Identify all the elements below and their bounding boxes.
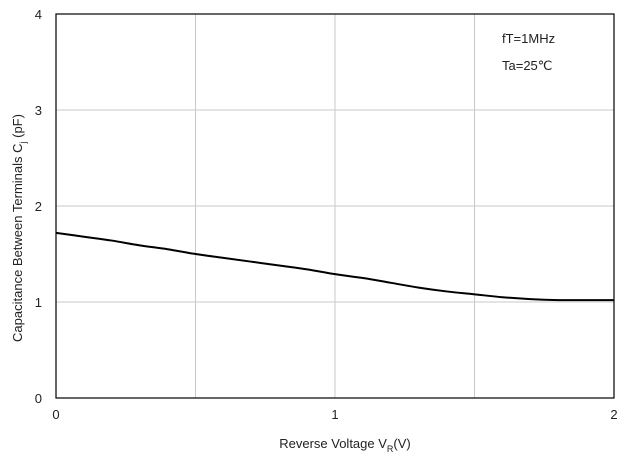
y-tick-label-0: 0 [35,391,42,406]
x-axis-title-main: Reverse Voltage V [279,436,387,451]
y-tick-label-4: 4 [35,7,42,22]
y-axis-title: Capacitance Between Terminals Cj (pF) [10,114,28,342]
y-axis-title-subscript: j [18,141,28,144]
x-tick-label-0: 0 [52,407,59,422]
x-axis-title-unit: (V) [393,436,410,451]
annotation-frequency: fT=1MHz [502,31,555,46]
y-tick-label-3: 3 [35,103,42,118]
y-tick-label-2: 2 [35,199,42,214]
y-tick-label-1: 1 [35,295,42,310]
y-axis-title-unit: (pF) [10,114,25,141]
x-tick-label-1: 1 [331,407,338,422]
x-tick-label-2: 2 [610,407,617,422]
grid-layer [56,14,614,398]
curve-layer [55,231,614,302]
capacitance-curve-0 [55,231,614,302]
x-axis-title-subscript: R [387,444,394,454]
x-axis-title: Reverse Voltage VR(V) [279,436,411,454]
plot-frame [55,13,615,399]
y-axis-title-main: Capacitance Between Terminals C [10,143,25,341]
annotation-temperature: Ta=25℃ [502,58,552,73]
tick-layer: 0 1 2 0 1 2 3 4 [35,7,618,422]
